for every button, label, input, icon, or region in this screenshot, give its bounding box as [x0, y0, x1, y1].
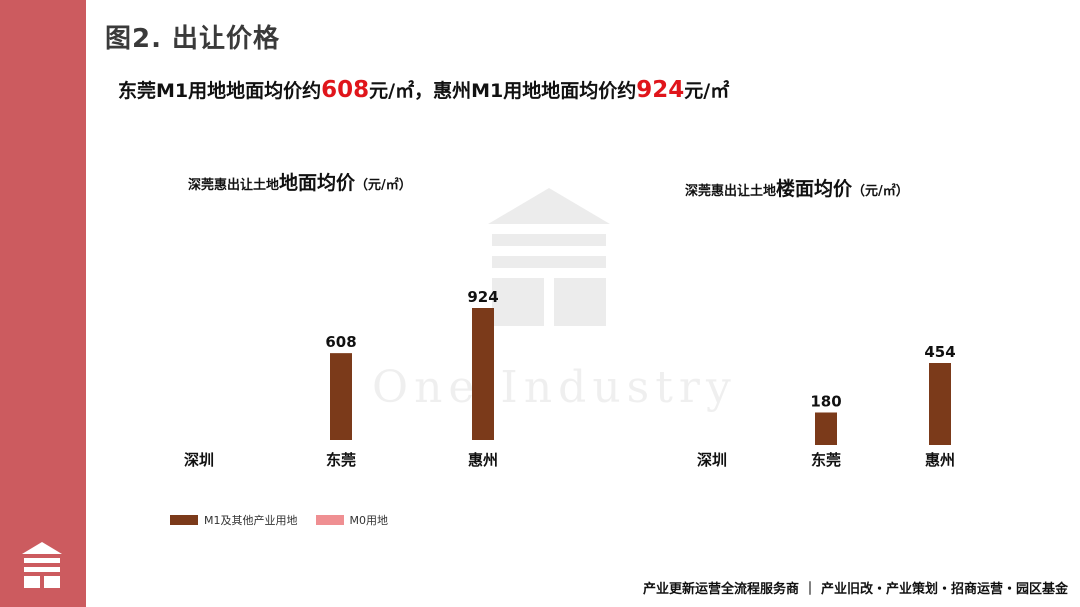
- subtitle: 东莞M1用地地面均价约608元/㎡，惠州M1用地地面均价约924元/㎡: [118, 76, 729, 103]
- legend-label-m0: M0用地: [349, 514, 389, 527]
- chart2-title-unit: （元/㎡）: [852, 184, 909, 199]
- chart1-title-main: 地面均价: [279, 172, 356, 194]
- legend: M1及其他产业用地 M0用地: [170, 512, 388, 528]
- slide-title: 图2. 出让价格: [105, 24, 281, 54]
- subtitle-value2: 924: [636, 77, 685, 103]
- chart1-bar-1: [330, 353, 352, 440]
- chart2-data-label-1: 180: [810, 392, 841, 410]
- chart1-title: 深莞惠出让土地地面均价（元/㎡）: [188, 168, 412, 195]
- legend-swatch-m0: [315, 515, 344, 525]
- chart1-data-label-2: 924: [467, 288, 498, 306]
- chart2-bar-1: [815, 412, 837, 445]
- watermark-logo-icon: [488, 188, 610, 326]
- subtitle-part3: 元/㎡: [684, 80, 730, 102]
- legend-label-m1: M1及其他产业用地: [204, 514, 298, 527]
- chart1-category-label-0: 深圳: [184, 451, 214, 469]
- chart2-title-prefix: 深莞惠出让土地: [685, 184, 777, 199]
- chart1-title-prefix: 深莞惠出让土地: [188, 178, 280, 193]
- brand-logo-icon: [22, 542, 62, 588]
- legend-item-m0: M0用地: [315, 512, 389, 528]
- chart2-data-label-2: 454: [924, 343, 955, 361]
- chart2-title: 深莞惠出让土地楼面均价（元/㎡）: [685, 174, 909, 201]
- chart1-area: 深圳 608 东莞 924 惠州: [184, 288, 499, 469]
- subtitle-value1: 608: [321, 77, 370, 103]
- legend-swatch-m1: [170, 515, 198, 525]
- subtitle-part2: 元/㎡，惠州M1用地地面均价约: [369, 80, 637, 102]
- chart1-data-label-1: 608: [325, 333, 356, 351]
- chart2-category-label-2: 惠州: [925, 451, 955, 469]
- subtitle-part1: 东莞M1用地地面均价约: [118, 80, 322, 102]
- chart1-bar-2: [472, 308, 494, 440]
- chart2-category-label-1: 东莞: [811, 451, 841, 469]
- chart2-title-main: 楼面均价: [776, 178, 853, 200]
- chart1-category-label-1: 东莞: [326, 451, 356, 469]
- footer-tagline: 产业更新运营全流程服务商 ｜ 产业旧改・产业策划・招商运营・园区基金: [642, 582, 1068, 597]
- legend-item-m1: M1及其他产业用地: [170, 512, 298, 528]
- chart1-title-unit: （元/㎡）: [355, 178, 412, 193]
- chart2-bar-2: [929, 363, 951, 445]
- watermark-text: One Industry: [372, 362, 737, 413]
- chart2-area: 深圳 180 东莞 454 惠州: [697, 343, 956, 469]
- sidebar: [0, 0, 86, 607]
- chart1-category-label-2: 惠州: [468, 451, 498, 469]
- chart2-category-label-0: 深圳: [697, 451, 727, 469]
